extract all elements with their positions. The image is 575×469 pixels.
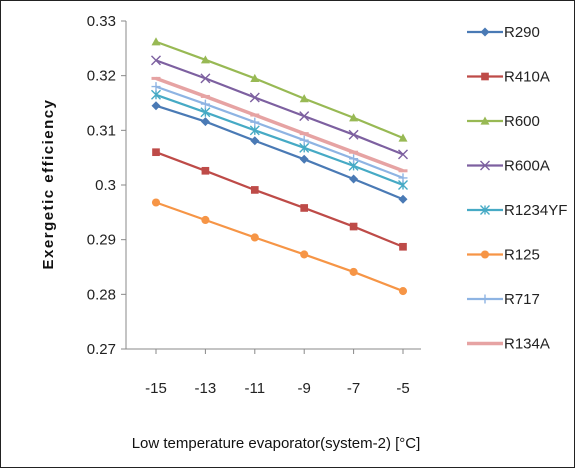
- legend-item: R600A: [467, 158, 550, 175]
- data-point: [152, 148, 160, 157]
- series-line: [155, 151, 404, 248]
- data-point: [349, 174, 359, 184]
- legend-marker: [480, 27, 490, 37]
- series-r125: [151, 198, 408, 296]
- y-tick-label: 0.3: [95, 177, 116, 194]
- data-point: [399, 242, 407, 251]
- data-point: [151, 37, 161, 46]
- data-point: [200, 73, 211, 84]
- x-tick-label: -7: [347, 380, 360, 397]
- series-r717: [151, 82, 408, 183]
- legend-item: R125: [467, 247, 540, 264]
- data-point: [398, 194, 408, 204]
- data-point: [201, 166, 210, 175]
- data-point: [250, 233, 259, 242]
- y-tick-label: 0.29: [87, 232, 116, 249]
- data-point: [300, 204, 309, 212]
- series-line: [155, 59, 404, 156]
- legend-marker: [480, 294, 490, 304]
- x-tick-label: -5: [396, 380, 409, 397]
- legend-label: R600A: [504, 158, 550, 175]
- data-point: [151, 82, 161, 92]
- data-point: [151, 101, 161, 111]
- data-point: [349, 267, 358, 276]
- data-point: [299, 154, 309, 164]
- legend-label: R290: [504, 24, 540, 41]
- legend-label: R717: [504, 291, 540, 308]
- axes: 0.33 0.32 0.31 0.3 0.29 0.28 0.27 -15 -13 -11 -9 -7…: [87, 13, 421, 397]
- legend-marker: [481, 72, 489, 81]
- data-point: [349, 222, 358, 231]
- series-line: [155, 85, 404, 179]
- data-point: [200, 117, 210, 127]
- legend-item: R410A: [467, 69, 550, 86]
- y-axis-title: Exergetic efficiency: [40, 99, 57, 270]
- data-point: [348, 129, 359, 140]
- data-point: [200, 107, 211, 118]
- legend-item: R1234YF: [467, 202, 567, 219]
- legend-label: R134A: [504, 336, 550, 353]
- y-tick-label: 0.31: [87, 122, 116, 139]
- data-point: [200, 99, 210, 109]
- data-point: [299, 94, 309, 103]
- legend: R290 R410A R600 R600A R1234YF R125 R717 R134A: [467, 24, 567, 353]
- series-r410a: [152, 148, 407, 251]
- data-point: [349, 154, 359, 164]
- data-point: [151, 198, 161, 207]
- series-line: [155, 40, 404, 140]
- data-point: [300, 250, 309, 259]
- legend-marker: [480, 116, 490, 125]
- x-tick-label: -11: [245, 380, 266, 397]
- data-point: [349, 113, 359, 122]
- legend-label: R410A: [504, 69, 550, 86]
- data-point: [250, 117, 260, 127]
- data-point: [200, 55, 210, 64]
- legend-marker: [480, 250, 490, 259]
- legend-marker: [480, 205, 490, 215]
- data-point: [398, 173, 408, 183]
- series-line: [155, 76, 404, 173]
- data-point: [249, 125, 260, 136]
- data-point: [250, 73, 260, 82]
- series-r134a: [151, 76, 408, 173]
- data-point: [250, 186, 259, 194]
- series-r290: [151, 101, 408, 204]
- y-tick-label: 0.33: [87, 13, 116, 30]
- legend-label: R600: [504, 113, 540, 130]
- series-line: [155, 104, 404, 201]
- data-point: [299, 142, 310, 153]
- legend-item: R134A: [467, 336, 550, 353]
- data-point: [151, 89, 161, 100]
- y-tick-label: 0.28: [87, 286, 116, 303]
- legend-item: R600: [467, 113, 540, 130]
- y-tick-label: 0.27: [87, 341, 116, 358]
- data-point: [151, 55, 161, 66]
- data-point: [201, 215, 210, 225]
- legend-marker: [480, 160, 490, 171]
- data-point: [299, 111, 310, 122]
- x-tick-label: -13: [195, 380, 217, 397]
- series-r600: [151, 37, 408, 142]
- series-line: [155, 201, 404, 293]
- y-tick-label: 0.32: [87, 68, 116, 85]
- data-point: [398, 287, 408, 296]
- legend-item: R717: [467, 291, 540, 308]
- series-line: [155, 93, 404, 187]
- data-point: [398, 133, 408, 142]
- series-layer: [151, 37, 408, 296]
- data-point: [398, 149, 408, 160]
- legend-label: R1234YF: [504, 202, 567, 219]
- x-tick-label: -9: [298, 380, 311, 397]
- series-r600a: [151, 55, 408, 160]
- data-point: [299, 135, 309, 145]
- x-tick-label: -15: [145, 380, 167, 397]
- x-axis-title: Low temperature evaporator(system-2) [°C…: [132, 435, 421, 452]
- legend-item: R290: [467, 24, 540, 41]
- legend-label: R125: [504, 247, 540, 264]
- data-point: [249, 92, 260, 103]
- data-point: [250, 136, 260, 146]
